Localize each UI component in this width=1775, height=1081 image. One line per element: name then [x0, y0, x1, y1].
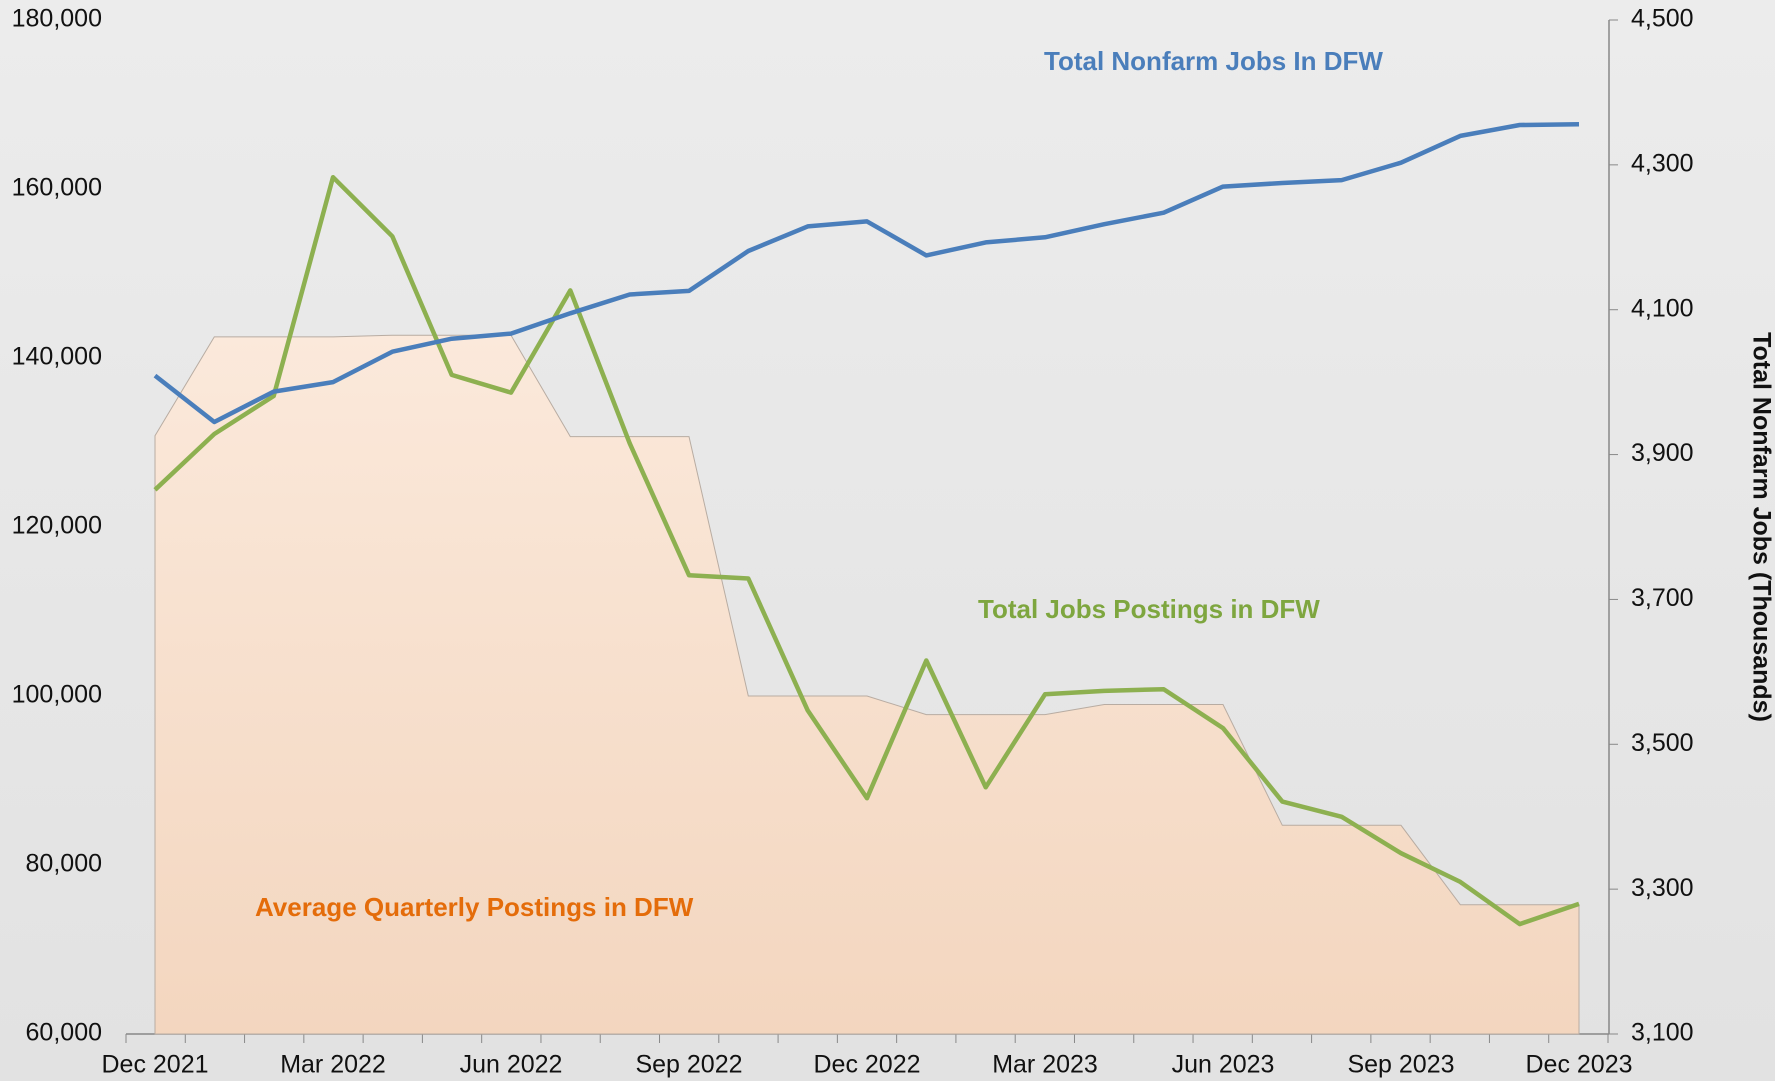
y2-tick-label: 3,900 [1631, 439, 1694, 467]
y-tick-label: 80,000 [26, 850, 102, 878]
y2-tick-label: 3,100 [1631, 1019, 1694, 1047]
y2-tick-label: 3,700 [1631, 584, 1694, 612]
series-label: Total Nonfarm Jobs In DFW [1044, 46, 1383, 76]
x-tick-label: Dec 2021 [101, 1051, 208, 1079]
y2-tick-label: 3,500 [1631, 729, 1694, 757]
line [153, 174, 1580, 927]
series-label: Total Jobs Postings in DFW [978, 594, 1320, 624]
x-tick-label: Jun 2023 [1172, 1051, 1275, 1079]
y2-axis-title: Total Nonfarm Jobs (Thousands) [1747, 332, 1775, 722]
y2-tick-label: 3,300 [1631, 874, 1694, 902]
y-tick-label: 140,000 [12, 343, 102, 371]
x-tick-label: Mar 2022 [280, 1051, 386, 1079]
y-tick-label: 180,000 [12, 5, 102, 33]
area [154, 334, 1580, 1035]
y2-tick-label: 4,500 [1631, 5, 1694, 33]
line [153, 122, 1580, 425]
y2-tick-label: 4,300 [1631, 149, 1694, 177]
x-tick-label: Dec 2023 [1525, 1051, 1632, 1079]
series-label: Average Quarterly Postings in DFW [255, 892, 694, 922]
y2-tick-label: 4,100 [1631, 294, 1694, 322]
y-tick-label: 160,000 [12, 174, 102, 202]
x-tick-label: Dec 2022 [813, 1051, 920, 1079]
x-tick-label: Sep 2023 [1347, 1051, 1454, 1079]
y-tick-label: 100,000 [12, 681, 102, 709]
x-tick-label: Mar 2023 [992, 1051, 1098, 1079]
x-tick-label: Jun 2022 [460, 1051, 563, 1079]
y-tick-label: 120,000 [12, 512, 102, 540]
x-tick-label: Sep 2022 [635, 1051, 742, 1079]
y-tick-label: 60,000 [26, 1019, 102, 1047]
